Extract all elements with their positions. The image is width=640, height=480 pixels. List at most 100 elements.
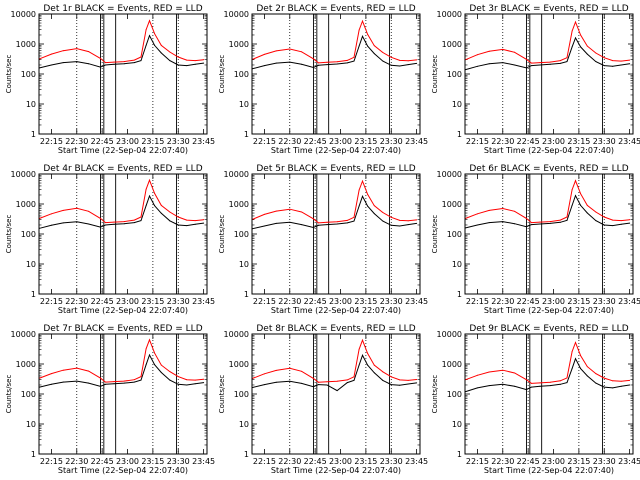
data-point — [580, 355, 582, 357]
chart-panel-5: Det 5r BLACK = Events, RED = LLD 1 10 100 10… — [218, 164, 428, 315]
data-point — [76, 367, 78, 369]
data-point — [382, 212, 384, 214]
series-line-lld — [39, 178, 204, 224]
data-point — [416, 382, 418, 384]
data-point — [595, 211, 597, 213]
x-axis-label: Start Time (22-Sep-04 22:07:40) — [484, 466, 614, 475]
data-point — [571, 189, 573, 191]
data-point — [346, 379, 348, 381]
data-point — [603, 386, 605, 388]
series-line-lld — [39, 338, 204, 383]
data-point — [476, 224, 478, 226]
data-point — [145, 29, 147, 31]
data-point — [160, 204, 162, 206]
chart-title: Det 2r BLACK = Events, RED = LLD — [256, 4, 415, 14]
y-tick-label: 1 — [457, 290, 462, 299]
data-point — [373, 205, 375, 207]
data-point — [148, 339, 150, 341]
x-axis-label: Start Time (22-Sep-04 22:07:40) — [484, 306, 614, 315]
chart-title: Det 6r BLACK = Events, RED = LLD — [469, 164, 628, 174]
data-point — [367, 45, 369, 47]
data-point — [620, 385, 622, 387]
data-point — [50, 53, 52, 55]
x-tick-label: 22:45 — [517, 457, 540, 466]
y-tick-label: 10000 — [11, 330, 36, 339]
x-tick-label: 22:15 — [253, 297, 276, 306]
data-point — [275, 369, 277, 371]
data-point — [612, 225, 614, 227]
plot-frame — [464, 333, 634, 455]
x-tick-label: 22:45 — [91, 457, 114, 466]
x-tick-label: 22:45 — [304, 457, 327, 466]
data-point — [113, 221, 115, 223]
data-point — [571, 46, 573, 48]
x-tick-label: 23:00 — [329, 457, 352, 466]
plot-frame — [464, 173, 634, 295]
data-point — [88, 51, 90, 53]
data-point — [148, 179, 150, 181]
y-tick-label: 1 — [457, 450, 462, 459]
plot-frame — [251, 333, 421, 455]
plot-frame — [38, 333, 208, 455]
series-line-lld — [252, 338, 417, 383]
chart-title: Det 9r BLACK = Events, RED = LLD — [469, 324, 628, 334]
data-point — [301, 63, 303, 65]
x-tick-label: 23:15 — [141, 297, 164, 306]
chart-panel-4: Det 4r BLACK = Events, RED = LLD 1 10 100 10… — [5, 164, 215, 315]
data-point — [358, 29, 360, 31]
data-point — [586, 212, 588, 214]
data-point — [62, 381, 64, 383]
y-tick-label: 10000 — [224, 170, 249, 179]
data-point — [525, 379, 527, 381]
data-point — [407, 220, 409, 222]
data-point — [399, 65, 401, 67]
data-point — [50, 213, 52, 215]
x-tick-label: 23:00 — [542, 457, 565, 466]
data-point — [390, 224, 392, 226]
data-point — [476, 54, 478, 56]
chart-title: Det 4r BLACK = Events, RED = LLD — [43, 164, 202, 174]
data-point — [559, 380, 561, 382]
data-point — [488, 209, 490, 211]
data-point — [514, 223, 516, 225]
data-point — [312, 58, 314, 60]
x-tick-label: 22:45 — [91, 297, 114, 306]
data-point — [301, 370, 303, 372]
x-tick-label: 23:30 — [380, 297, 403, 306]
data-point — [488, 50, 490, 52]
data-point — [603, 377, 605, 379]
x-axis-label: Start Time (22-Sep-04 22:07:40) — [58, 466, 188, 475]
data-point — [312, 386, 314, 388]
x-axis-label: Start Time (22-Sep-04 22:07:40) — [484, 146, 614, 155]
data-point — [133, 222, 135, 224]
data-point — [373, 213, 375, 215]
data-point — [574, 180, 576, 182]
data-point — [416, 219, 418, 221]
data-point — [367, 193, 369, 195]
data-point — [488, 371, 490, 373]
data-point — [525, 217, 527, 219]
data-point — [154, 352, 156, 354]
chart-panel-8: Det 8r BLACK = Events, RED = LLD 1 10 100 10… — [218, 324, 428, 475]
data-point — [123, 221, 125, 223]
data-point — [105, 62, 107, 64]
y-tick-label: 1000 — [229, 360, 249, 369]
y-tick-label: 100 — [447, 390, 462, 399]
x-tick-label: 23:00 — [542, 137, 565, 146]
data-point — [399, 59, 401, 61]
data-point — [113, 383, 115, 385]
data-point — [574, 195, 576, 197]
x-tick-label: 22:15 — [40, 297, 63, 306]
data-point — [580, 34, 582, 36]
x-tick-label: 23:00 — [329, 297, 352, 306]
data-point — [629, 379, 631, 381]
data-point — [612, 380, 614, 382]
x-tick-label: 23:15 — [354, 137, 377, 146]
data-point — [571, 30, 573, 32]
data-point — [194, 220, 196, 222]
data-point — [194, 379, 196, 381]
data-point — [312, 66, 314, 68]
chart-panel-6: Det 6r BLACK = Events, RED = LLD 1 10 100 10… — [431, 164, 640, 315]
y-tick-label: 10 — [239, 100, 249, 109]
data-point — [88, 382, 90, 384]
